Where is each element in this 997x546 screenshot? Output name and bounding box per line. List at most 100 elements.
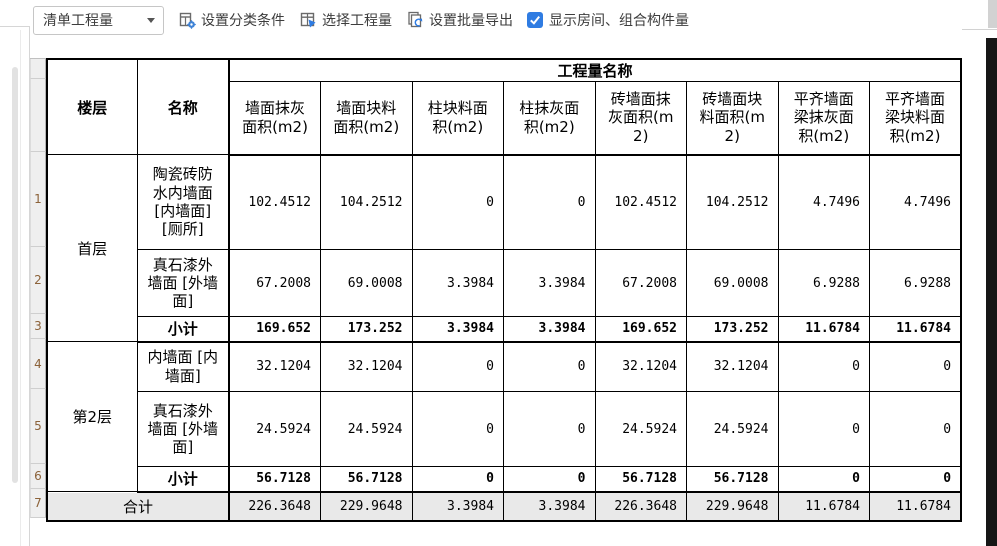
batch-export-button[interactable]: 设置批量导出 [406,10,513,30]
cell-value[interactable]: 56.7128 [320,466,413,493]
cell-value[interactable]: 6.9288 [777,249,870,317]
cell-value[interactable]: 32.1204 [320,341,413,392]
right-corner-block [988,0,997,28]
cell-value[interactable]: 0 [503,391,596,467]
cell-value[interactable]: 226.3648 [228,491,321,521]
row-number[interactable]: 2 [30,247,46,314]
cell-value[interactable]: 24.5924 [594,391,687,467]
cell-value[interactable]: 104.2512 [320,154,413,250]
cell-value[interactable]: 11.6784 [869,491,962,521]
cell-value[interactable]: 11.6784 [777,491,870,521]
left-panel-divider [0,26,29,27]
subtotal-label[interactable]: 小计 [136,316,230,343]
column-header: 墙面块料面积(m2) [320,81,413,156]
cell-value[interactable]: 69.0008 [686,249,779,317]
row-number[interactable]: 3 [30,314,46,339]
table-row: 第2层 内墙面 [内墙面] 32.1204 32.1204 0 0 32.120… [46,341,962,492]
cell-value[interactable]: 3.3984 [411,491,504,521]
total-row: 合计 226.3648 229.9648 3.3984 3.3984 226.3… [46,491,962,521]
cell-value[interactable]: 229.9648 [686,491,779,521]
cell-value[interactable]: 32.1204 [686,341,779,392]
vertical-scrollbar-thumb[interactable] [12,67,18,483]
show-rooms-checkbox-group[interactable]: 显示房间、组合构件量 [527,10,689,30]
batch-export-icon [406,11,424,29]
cell-value[interactable]: 3.3984 [503,491,596,521]
cell-value[interactable]: 56.7128 [228,466,321,493]
cell-value[interactable]: 24.5924 [686,391,779,467]
cell-value[interactable]: 11.6784 [869,316,962,343]
checked-checkbox-icon[interactable] [527,12,543,28]
cell-value[interactable]: 0 [503,466,596,493]
cell-value[interactable]: 0 [869,391,962,467]
table-select-icon [299,11,317,29]
cell-value[interactable]: 102.4512 [594,154,687,250]
cell-value[interactable]: 3.3984 [411,316,504,343]
cell-value[interactable]: 0 [411,154,504,250]
cell-value[interactable]: 56.7128 [594,466,687,493]
row-number[interactable]: 5 [30,389,46,464]
name-cell[interactable]: 真石漆外墙面 [外墙面] [136,391,230,467]
quantities-table: 楼层 名称 工程量名称 墙面抹灰面积(m2) 墙面块料面积(m2) 柱块料面积(… [46,58,963,522]
cell-value[interactable]: 0 [777,341,870,392]
row-number[interactable]: 7 [30,489,46,518]
total-label[interactable]: 合计 [46,491,230,521]
floor-cell[interactable]: 首层 [46,154,138,342]
cell-value[interactable]: 0 [411,341,504,392]
cell-value[interactable]: 4.7496 [869,154,962,250]
cell-value[interactable]: 24.5924 [228,391,321,467]
column-header: 砖墙面抹灰面积(m2) [594,81,687,156]
column-header: 平齐墙面梁抹灰面积(m2) [777,81,870,156]
cell-value[interactable]: 0 [503,341,596,392]
cell-value[interactable]: 0 [411,391,504,467]
cell-value[interactable]: 69.0008 [320,249,413,317]
cell-value[interactable]: 3.3984 [411,249,504,317]
cell-value[interactable]: 6.9288 [869,249,962,317]
cell-value[interactable]: 4.7496 [777,154,870,250]
subtotal-label[interactable]: 小计 [136,466,230,493]
column-header: 平齐墙面梁块料面积(m2) [869,81,962,156]
quantities-grid: 1 2 3 4 5 6 7 楼层 名称 工程量名称 墙面抹灰面积(m2) 墙面块… [30,58,963,522]
cell-value[interactable]: 102.4512 [228,154,321,250]
cell-value[interactable]: 3.3984 [503,249,596,317]
row-number[interactable]: 4 [30,339,46,389]
column-header: 墙面抹灰面积(m2) [228,81,321,156]
cell-value[interactable]: 67.2008 [228,249,321,317]
select-quantity-button[interactable]: 选择工程量 [299,10,392,30]
cell-value[interactable]: 173.252 [686,316,779,343]
quantities-toolbar: 清单工程量 设置分类条件 [33,0,957,40]
row-number[interactable]: 1 [30,152,46,247]
cell-value[interactable]: 169.652 [228,316,321,343]
right-dark-panel [986,38,997,546]
cell-value[interactable]: 11.6784 [777,316,870,343]
cell-value[interactable]: 226.3648 [594,491,687,521]
name-cell[interactable]: 陶瓷砖防水内墙面[内墙面][厕所] [136,154,230,250]
cell-value[interactable]: 0 [869,341,962,392]
name-column-header: 名称 [136,58,230,155]
cell-value[interactable]: 0 [869,466,962,493]
cell-value[interactable]: 169.652 [594,316,687,343]
cell-value[interactable]: 32.1204 [228,341,321,392]
cell-value[interactable]: 67.2008 [594,249,687,317]
cell-value[interactable]: 0 [777,466,870,493]
gutter-cell[interactable] [30,59,46,79]
row-number[interactable]: 6 [30,464,46,489]
cell-value[interactable]: 24.5924 [320,391,413,467]
cell-value[interactable]: 32.1204 [594,341,687,392]
cell-value[interactable]: 0 [411,466,504,493]
cell-value[interactable]: 229.9648 [320,491,413,521]
quantity-group-header: 工程量名称 [228,58,962,82]
cell-value[interactable]: 0 [777,391,870,467]
chevron-down-icon [147,17,155,23]
name-cell[interactable]: 真石漆外墙面 [外墙面] [136,249,230,317]
table-row: 首层 陶瓷砖防水内墙面[内墙面][厕所] 102.4512 104.2512 0… [46,154,962,342]
floor-cell[interactable]: 第2层 [46,341,138,492]
cell-value[interactable]: 3.3984 [503,316,596,343]
quantity-type-dropdown[interactable]: 清单工程量 [33,5,164,35]
cell-value[interactable]: 0 [503,154,596,250]
cell-value[interactable]: 56.7128 [686,466,779,493]
name-cell[interactable]: 内墙面 [内墙面] [136,341,230,392]
cell-value[interactable]: 173.252 [320,316,413,343]
cell-value[interactable]: 104.2512 [686,154,779,250]
gutter-cell[interactable] [30,79,46,152]
set-classification-button[interactable]: 设置分类条件 [178,10,285,30]
